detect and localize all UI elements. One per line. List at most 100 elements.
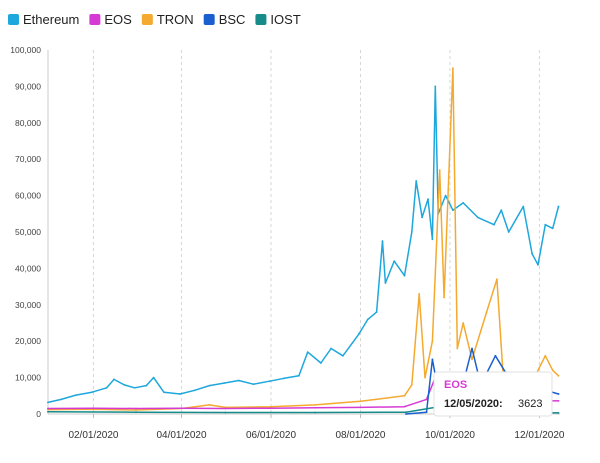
data-point-ethereum bbox=[493, 223, 495, 226]
x-tick-label: 02/01/2020 bbox=[68, 430, 118, 441]
grid bbox=[47, 50, 560, 415]
data-point-ethereum bbox=[462, 202, 465, 204]
y-axis: 0 10,000 20,000 30,000 40,000 50,000 60,000 70,… bbox=[10, 45, 41, 419]
y-tick-label: 100,000 bbox=[10, 45, 41, 55]
y-tick-label: 50,000 bbox=[15, 227, 41, 237]
y-tick-label: 40,000 bbox=[15, 263, 41, 273]
tooltip-date: 12/05/2020: bbox=[444, 398, 503, 410]
data-point-ethereum bbox=[381, 240, 384, 243]
y-tick-label: 70,000 bbox=[15, 154, 41, 164]
data-point-tron bbox=[410, 384, 413, 386]
data-point-ethereum bbox=[431, 238, 434, 241]
data-point-ethereum bbox=[268, 380, 271, 383]
x-axis: 02/01/2020 04/01/2020 06/01/2020 08/01/2020… bbox=[68, 414, 565, 441]
data-point-bsc bbox=[471, 347, 473, 350]
legend-swatch-iost bbox=[255, 14, 267, 25]
series-lines bbox=[47, 67, 560, 415]
data-point-eos bbox=[359, 406, 362, 409]
data-point-ethereum bbox=[375, 311, 378, 313]
data-point-ethereum bbox=[105, 386, 108, 389]
data-point-tron bbox=[314, 404, 316, 406]
data-point-ethereum bbox=[452, 209, 454, 212]
data-point-bsc bbox=[405, 413, 407, 415]
x-tick-label: 06/01/2020 bbox=[246, 430, 296, 441]
tooltip-value: 3623 bbox=[518, 398, 542, 410]
legend-label-eos: EOS bbox=[104, 12, 132, 27]
legend-swatch-bsc bbox=[203, 14, 215, 25]
data-point-tron bbox=[403, 394, 406, 397]
legend-label-bsc: BSC bbox=[219, 12, 246, 27]
data-point-ethereum bbox=[113, 378, 115, 381]
data-point-ethereum bbox=[403, 274, 406, 277]
data-point-tron bbox=[496, 278, 498, 281]
legend-swatch-ethereum bbox=[8, 14, 19, 25]
series-line-tron bbox=[47, 67, 560, 411]
data-point-ethereum bbox=[421, 216, 423, 219]
series-line-ethereum bbox=[47, 85, 560, 404]
data-point-ethereum bbox=[531, 252, 533, 255]
y-tick-label: 10,000 bbox=[15, 373, 41, 383]
data-point-ethereum bbox=[152, 376, 155, 379]
y-tick-label: 0 bbox=[36, 409, 41, 419]
data-point-ethereum bbox=[500, 209, 503, 212]
data-point-tron bbox=[418, 293, 421, 295]
data-point-ethereum bbox=[91, 391, 93, 394]
data-point-ethereum bbox=[415, 180, 418, 182]
data-point-ethereum bbox=[330, 347, 332, 350]
data-point-tron bbox=[462, 322, 465, 324]
data-point-ethereum bbox=[237, 379, 240, 382]
data-point-ethereum bbox=[306, 351, 309, 353]
x-tick-label: 08/01/2020 bbox=[335, 430, 385, 441]
data-point-bsc bbox=[494, 354, 497, 357]
data-point-ethereum bbox=[544, 223, 547, 226]
data-point-ethereum bbox=[444, 194, 447, 197]
data-point-ethereum bbox=[384, 282, 387, 284]
tooltip-series: EOS bbox=[444, 379, 467, 391]
data-point-ethereum bbox=[123, 384, 126, 386]
data-point-ethereum bbox=[298, 374, 300, 377]
data-point-iost bbox=[314, 411, 316, 414]
data-point-tron bbox=[424, 376, 426, 379]
data-point-ethereum bbox=[358, 333, 360, 335]
data-point-bsc bbox=[425, 411, 428, 414]
data-point-ethereum bbox=[193, 389, 196, 392]
data-point-ethereum bbox=[393, 260, 396, 262]
data-point-eos bbox=[314, 406, 316, 409]
data-point-eos bbox=[224, 407, 227, 410]
data-point-tron bbox=[208, 404, 211, 406]
data-point-ethereum bbox=[522, 205, 525, 208]
x-tick-label: 12/01/2020 bbox=[514, 430, 564, 441]
data-point-eos bbox=[180, 407, 183, 410]
y-tick-label: 80,000 bbox=[15, 118, 41, 128]
data-point-ethereum bbox=[145, 384, 148, 387]
y-tick-label: 20,000 bbox=[15, 336, 41, 346]
data-point-tron bbox=[485, 311, 488, 313]
data-point-iost bbox=[557, 412, 560, 414]
data-point-ethereum bbox=[427, 198, 429, 201]
data-point-ethereum bbox=[557, 205, 560, 208]
data-point-ethereum bbox=[163, 391, 165, 394]
legend-swatch-tron bbox=[141, 14, 153, 25]
data-point-ethereum bbox=[283, 377, 286, 380]
x-tick-label: 10/01/2020 bbox=[425, 430, 475, 441]
data-point-ethereum bbox=[342, 354, 344, 357]
data-point-ethereum bbox=[320, 362, 322, 364]
data-point-iost bbox=[47, 410, 49, 413]
legend-swatch-eos bbox=[89, 14, 101, 25]
data-point-tron bbox=[551, 369, 554, 372]
data-point-ethereum bbox=[179, 393, 181, 395]
data-point-tron bbox=[471, 358, 473, 361]
data-point-tron bbox=[135, 409, 137, 411]
y-tick-label: 60,000 bbox=[15, 191, 41, 201]
data-point-tron bbox=[452, 67, 454, 70]
data-point-tron bbox=[438, 169, 441, 172]
data-point-eos bbox=[403, 405, 406, 408]
data-point-ethereum bbox=[434, 85, 437, 88]
data-point-ethereum bbox=[476, 216, 479, 219]
legend-label-iost: IOST bbox=[270, 12, 300, 27]
data-point-tron bbox=[557, 374, 560, 377]
data-point-tron bbox=[443, 296, 445, 299]
tooltip-box bbox=[433, 371, 553, 417]
data-point-ethereum bbox=[366, 318, 369, 321]
